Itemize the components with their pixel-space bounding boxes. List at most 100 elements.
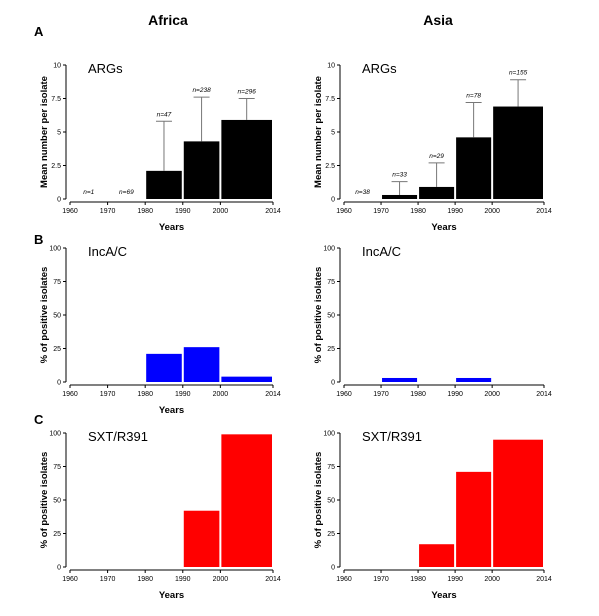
y-axis-label: Mean number per isolate bbox=[313, 76, 324, 188]
bar-1970-1980 bbox=[382, 377, 418, 382]
bar-2000-2014 bbox=[493, 106, 543, 199]
y-axis-label: % of positive isolates bbox=[313, 267, 324, 364]
y-axis-label: % of positive isolates bbox=[39, 267, 50, 364]
x-tick-label: 1980 bbox=[410, 391, 426, 398]
x-tick-label: 1970 bbox=[100, 208, 116, 215]
y-tick-label: 5 bbox=[331, 130, 335, 137]
x-tick-label: 1990 bbox=[175, 576, 191, 583]
y-tick-label: 75 bbox=[327, 464, 335, 471]
x-tick-label: 2000 bbox=[484, 576, 500, 583]
x-tick-label: 2014 bbox=[265, 208, 281, 215]
bar-2000-2014 bbox=[221, 434, 272, 567]
y-tick-label: 2.5 bbox=[51, 163, 61, 170]
x-axis-label: Years bbox=[159, 222, 184, 233]
y-tick-label: 75 bbox=[53, 279, 61, 286]
y-tick-label: 50 bbox=[327, 313, 335, 320]
bar-1980-1990 bbox=[419, 544, 455, 567]
y-tick-label: 7.5 bbox=[51, 96, 61, 103]
y-tick-label: 75 bbox=[53, 464, 61, 471]
chart-africa-a: 0 2.5 5 7.5 10 1960 1970 1980 1990 2000 2014 n=1 n=6… bbox=[39, 61, 281, 233]
x-tick-label: 2014 bbox=[265, 391, 281, 398]
chart-title: IncA/C bbox=[88, 244, 127, 259]
y-tick-label: 5 bbox=[57, 130, 61, 137]
x-tick-label: 1970 bbox=[100, 576, 116, 583]
y-tick-label: 0 bbox=[331, 197, 335, 204]
y-axis-label: % of positive isolates bbox=[39, 452, 50, 549]
bar-2000-2014 bbox=[493, 439, 543, 567]
x-tick-label: 2014 bbox=[536, 391, 552, 398]
x-tick-label: 2000 bbox=[213, 576, 229, 583]
x-tick-label: 1990 bbox=[447, 576, 463, 583]
y-tick-label: 100 bbox=[49, 431, 61, 438]
sample-size-label: n=238 bbox=[192, 87, 211, 94]
sample-size-label: n=29 bbox=[429, 153, 444, 160]
y-tick-label: 25 bbox=[53, 346, 61, 353]
panel-letter-b: B bbox=[34, 232, 43, 247]
bar-1970-1980 bbox=[382, 194, 418, 199]
y-tick-label: 10 bbox=[53, 63, 61, 70]
x-tick-label: 1960 bbox=[62, 576, 78, 583]
x-tick-label: 1970 bbox=[373, 208, 389, 215]
x-tick-label: 1980 bbox=[410, 208, 426, 215]
x-tick-label: 2000 bbox=[213, 391, 229, 398]
sample-size-label: n=33 bbox=[392, 172, 407, 179]
column-header-africa: Africa bbox=[148, 12, 188, 28]
x-tick-label: 1990 bbox=[447, 208, 463, 215]
sample-size-label: n=69 bbox=[119, 189, 134, 196]
bar-2000-2014 bbox=[221, 376, 272, 382]
x-axis-label: Years bbox=[159, 590, 184, 601]
bar-1990-2000 bbox=[183, 510, 220, 567]
bar-1990-2000 bbox=[456, 471, 492, 567]
y-tick-label: 10 bbox=[327, 63, 335, 70]
x-tick-label: 1980 bbox=[137, 576, 153, 583]
y-tick-label: 100 bbox=[323, 246, 335, 253]
y-axis-label: % of positive isolates bbox=[313, 452, 324, 549]
sample-size-label: n=38 bbox=[355, 189, 370, 196]
x-tick-label: 1990 bbox=[175, 391, 191, 398]
chart-asia-c: 0 25 50 75 100 1960 1970 1980 1990 2000 2014 SXT/R3… bbox=[313, 429, 552, 601]
x-axis-label: Years bbox=[431, 222, 456, 233]
y-axis-label: Mean number per isolate bbox=[39, 76, 50, 188]
bar-1990-2000 bbox=[183, 141, 220, 199]
bar-1990-2000 bbox=[456, 137, 492, 199]
bar-1980-1990 bbox=[419, 186, 455, 199]
chart-title: ARGs bbox=[362, 61, 397, 76]
x-tick-label: 1960 bbox=[336, 576, 352, 583]
y-tick-label: 100 bbox=[323, 431, 335, 438]
chart-title: SXT/R391 bbox=[362, 429, 422, 444]
y-tick-label: 25 bbox=[327, 531, 335, 538]
bar-2000-2014 bbox=[221, 119, 272, 199]
x-tick-label: 2014 bbox=[536, 576, 552, 583]
bar-1990-2000 bbox=[183, 347, 220, 382]
x-axis-label: Years bbox=[431, 590, 456, 601]
bar-1990-2000 bbox=[456, 377, 492, 382]
chart-title: IncA/C bbox=[362, 244, 401, 259]
y-tick-label: 0 bbox=[331, 380, 335, 387]
x-tick-label: 2000 bbox=[484, 391, 500, 398]
chart-asia-a: 0 2.5 5 7.5 10 1960 1970 1980 1990 2000 2014 n=38 n=… bbox=[313, 61, 552, 233]
x-tick-label: 2014 bbox=[265, 576, 281, 583]
y-tick-label: 0 bbox=[57, 380, 61, 387]
y-tick-label: 75 bbox=[327, 279, 335, 286]
x-tick-label: 1960 bbox=[336, 391, 352, 398]
y-tick-label: 50 bbox=[53, 498, 61, 505]
x-tick-label: 1960 bbox=[336, 208, 352, 215]
y-tick-label: 7.5 bbox=[325, 96, 335, 103]
y-tick-label: 100 bbox=[49, 246, 61, 253]
x-tick-label: 1980 bbox=[410, 576, 426, 583]
x-tick-label: 1980 bbox=[137, 391, 153, 398]
chart-africa-c: 0 25 50 75 100 1960 1970 1980 1990 2000 2014 SXT/R3… bbox=[39, 429, 281, 601]
x-tick-label: 1990 bbox=[447, 391, 463, 398]
chart-title: SXT/R391 bbox=[88, 429, 148, 444]
panel-letter-a: A bbox=[34, 24, 44, 39]
chart-title: ARGs bbox=[88, 61, 123, 76]
y-tick-label: 0 bbox=[57, 565, 61, 572]
y-tick-label: 50 bbox=[327, 498, 335, 505]
y-tick-label: 0 bbox=[331, 565, 335, 572]
sample-size-label: n=1 bbox=[83, 189, 94, 196]
y-tick-label: 25 bbox=[53, 531, 61, 538]
y-tick-label: 25 bbox=[327, 346, 335, 353]
sample-size-label: n=47 bbox=[157, 111, 172, 118]
x-tick-label: 1970 bbox=[373, 576, 389, 583]
